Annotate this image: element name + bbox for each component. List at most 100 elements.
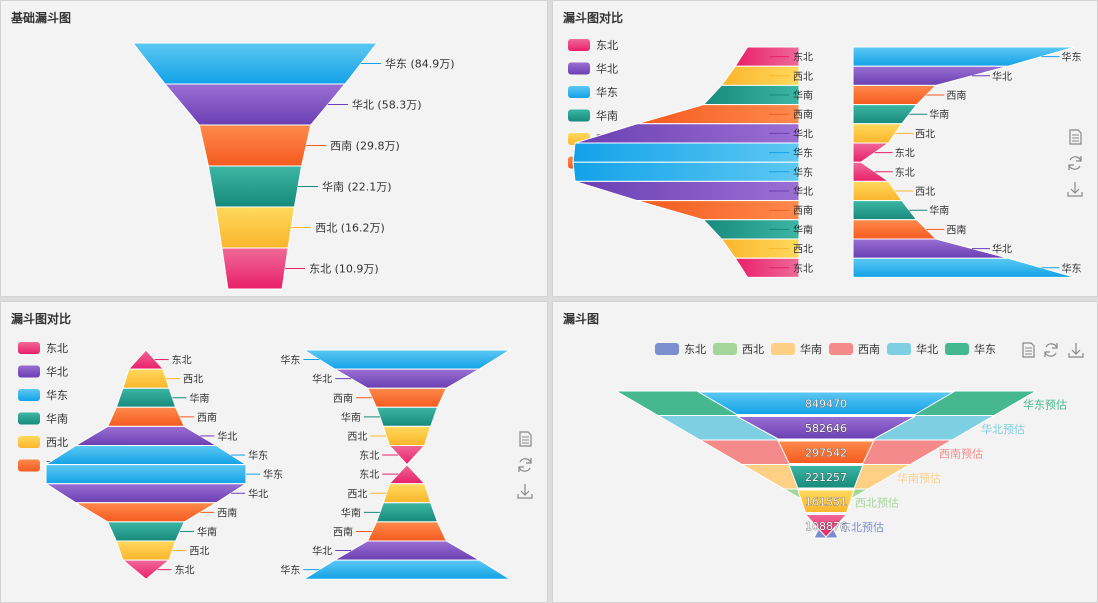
legend-swatch[interactable] <box>771 343 795 355</box>
refresh-icon[interactable] <box>1068 156 1082 170</box>
left-segment-huadong <box>45 464 247 485</box>
legend-label-xibei: 西北 <box>46 436 68 449</box>
document-icon-outline <box>1022 342 1035 358</box>
refresh-icon[interactable] <box>518 458 532 472</box>
right-row-label-huadong: 华东 <box>280 564 300 577</box>
right-segment-xinan <box>852 84 938 106</box>
download-icon[interactable] <box>1067 182 1083 197</box>
right-row-label-huanan: 华南 <box>929 204 949 217</box>
segment-label-xinan: 西南 (29.8万) <box>330 140 400 153</box>
left-segment-dongbei <box>121 559 171 580</box>
legend-label-huadong: 华东 <box>46 388 68 402</box>
left-segment-xinan <box>106 406 186 427</box>
right-row-label-huanan: 华南 <box>341 411 361 424</box>
refresh-icon-arrows <box>518 458 532 472</box>
legend-label: 华北 <box>916 342 938 356</box>
actual-value-label: 849470 <box>805 397 847 410</box>
funnel-segment-dongbei <box>221 247 289 290</box>
legend-swatch-xibei[interactable] <box>18 436 40 448</box>
left-row-label-huadong: 华东 <box>793 147 813 160</box>
chart-title: 漏斗图 <box>563 312 600 326</box>
legend-swatch-huabei[interactable] <box>18 365 40 378</box>
refresh-icon-arcs <box>518 458 532 472</box>
right-segment-xinan <box>852 219 938 240</box>
actual-segment-huanan <box>788 465 864 489</box>
document-icon-outline <box>1069 129 1082 145</box>
left-row-label-huanan: 华南 <box>793 89 813 102</box>
right-segment-xinan <box>366 387 448 408</box>
right-segment-xinan <box>366 521 448 542</box>
legend-swatch[interactable] <box>945 343 969 355</box>
actual-value-label: 108876 <box>805 520 847 533</box>
legend-label: 华东 <box>974 342 996 356</box>
right-row-label-dongbei: 东北 <box>359 468 379 481</box>
legend-swatch[interactable] <box>713 343 737 355</box>
legend-swatch-dongbei[interactable] <box>568 39 590 51</box>
right-row-label-xibei: 西北 <box>915 128 935 140</box>
legend-swatch[interactable] <box>887 343 911 355</box>
funnel-segment-huanan <box>207 165 303 208</box>
segment-label-dongbei: 东北 (10.9万) <box>309 263 379 276</box>
panel-funnel-compare-vertical: 漏斗图对比 东北华北华东华南西北西南东北西北华南西南华北华东华东华北西南华南西北… <box>0 301 548 603</box>
legend-swatch-dongbei[interactable] <box>18 342 40 354</box>
right-segment-huanan <box>375 502 439 523</box>
right-row-label-dongbei: 东北 <box>359 449 379 462</box>
funnel-segment-xinan <box>198 124 312 167</box>
left-row-label-huabei: 华北 <box>248 487 268 500</box>
right-segment-xibei <box>852 180 903 202</box>
left-row-label-xibei: 西北 <box>189 546 209 558</box>
segment-label-huabei: 华北 (58.3万) <box>352 98 422 112</box>
download-icon[interactable] <box>1068 343 1084 358</box>
estimate-label: 西北预估 <box>855 496 899 509</box>
actual-value-label: 297542 <box>805 446 847 459</box>
right-segment-xibei <box>382 425 432 446</box>
document-icon[interactable] <box>519 431 532 447</box>
left-row-label-huanan: 华南 <box>793 223 813 236</box>
download-icon-shape <box>1067 182 1083 197</box>
right-row-label-huanan: 华南 <box>341 506 361 519</box>
left-segment-huabei <box>574 180 800 202</box>
panel-funnel-compare-horizontal: 漏斗图对比 东北华北华东华南西北西南东北西北华南西南华北华东华东华北西南华南西北… <box>552 0 1098 297</box>
legend-label-dongbei: 东北 <box>46 342 68 355</box>
right-segment-huadong <box>302 349 512 370</box>
left-row-label-huadong: 华东 <box>793 166 813 179</box>
legend-label: 西北 <box>742 343 764 356</box>
document-icon-lines <box>522 436 529 444</box>
legend-swatch-huadong[interactable] <box>568 86 590 98</box>
right-row-label-xinan: 西南 <box>333 392 353 405</box>
funnel-segment-huadong <box>131 42 379 85</box>
legend-swatch[interactable] <box>655 343 679 355</box>
legend-swatch-xinan[interactable] <box>18 459 40 472</box>
left-row-label-dongbei: 东北 <box>175 564 195 577</box>
left-segment-huabei <box>73 425 219 446</box>
chart-title: 漏斗图对比 <box>11 312 72 326</box>
right-row-label-xinan: 西南 <box>333 525 353 538</box>
left-segment-huanan <box>115 387 177 408</box>
legend-swatch-huanan[interactable] <box>18 412 40 425</box>
left-row-label-huabei: 华北 <box>793 127 813 140</box>
right-row-label-huabei: 华北 <box>312 545 332 558</box>
legend-swatch-huadong[interactable] <box>18 389 40 401</box>
document-icon-outline <box>519 431 532 447</box>
refresh-icon[interactable] <box>1044 343 1058 357</box>
right-segment-huanan <box>852 200 918 221</box>
right-row-label-huadong: 华东 <box>1061 262 1081 275</box>
right-row-label-dongbei: 东北 <box>895 147 915 160</box>
legend-swatch-huabei[interactable] <box>568 62 590 75</box>
estimate-label: 华北预估 <box>981 422 1025 436</box>
panel-funnel-estimate: 漏斗图 东北 西北 华南 西南 华北 华东 华东预估 华北预估 西南预估 华南预估 西北预估 东北预估… <box>552 301 1098 603</box>
funnel-chart-compare-horizontal: 东北华北华东华南西北西南东北西北华南西南华北华东华东华北西南华南西北东北华东华北… <box>568 39 1083 278</box>
legend-swatch-huanan[interactable] <box>568 109 590 122</box>
right-segment-huadong <box>852 257 1076 278</box>
document-icon[interactable] <box>1069 129 1082 145</box>
left-segment-dongbei <box>734 257 800 278</box>
document-icon[interactable] <box>1022 342 1035 358</box>
segment-label-huanan: 华南 (22.1万) <box>322 180 392 194</box>
panel-basic-funnel: 基础漏斗图 华东 (84.9万) 华北 (58.3万) 西南 (29.8万) 华南 (… <box>0 0 548 297</box>
right-row-label-huabei: 华北 <box>992 243 1012 256</box>
left-row-label-xinan: 西南 <box>793 204 813 217</box>
legend-swatch[interactable] <box>829 343 853 355</box>
download-icon[interactable] <box>517 484 533 499</box>
legend-label-dongbei: 东北 <box>596 39 618 52</box>
left-row-label-xibei: 西北 <box>793 71 813 83</box>
